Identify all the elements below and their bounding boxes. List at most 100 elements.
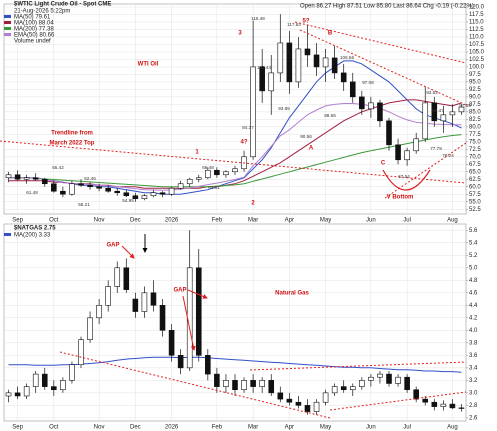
price-label: 61.48 [26, 190, 38, 195]
price-label: 84.37 [242, 125, 254, 130]
v-bottom-arc [382, 169, 431, 191]
y-tick-label: 2.8 [469, 403, 478, 409]
candle-body [123, 267, 130, 290]
candle-body [440, 114, 447, 122]
candle-body [132, 298, 139, 312]
candle-body [458, 106, 465, 113]
candle-body [232, 380, 238, 391]
candle-body [78, 339, 84, 366]
annotation: GAP [106, 243, 119, 249]
candle-body [331, 386, 338, 394]
y-tick-label: 100.0 [469, 64, 485, 70]
y-tick-label: 62.5 [469, 177, 481, 183]
y-tick-label: 3.2 [469, 378, 478, 384]
candle-body [313, 401, 320, 412]
y-tick-label: 4.0 [469, 328, 478, 334]
price-label: 106.56 [340, 55, 354, 60]
annotation: A [309, 146, 314, 152]
candle-body [431, 102, 438, 122]
price-label: 87.69 [459, 103, 471, 108]
candle-body [431, 401, 438, 407]
y-tick-label: 5.2 [469, 253, 478, 259]
legend-label: MA(50) 79.61 [14, 15, 51, 21]
y-tick-label: 95.0 [469, 79, 481, 85]
x-tick-label: Apr [285, 218, 294, 224]
x-tick-label: Sep [12, 218, 23, 224]
x-tick-label: Jul [403, 425, 411, 431]
annotation: Trendline from [51, 131, 93, 137]
header-date: 21-Aug-2026 5:22pm [14, 9, 70, 15]
annotation: 4? [240, 140, 247, 146]
labels: 52.5 55.057.5 60.062.5 65.067.5 70.072.5 75.0… [4, 2, 485, 431]
y-tick-label: 112.5 [469, 27, 484, 33]
candle-body [60, 380, 66, 391]
trendline [0, 140, 467, 184]
arrow [182, 295, 196, 351]
candle-body [123, 192, 130, 197]
x-tick-label: Mar [248, 425, 258, 431]
y-tick-label: 110.0 [469, 35, 484, 41]
y-tick-label: 117.5 [469, 12, 484, 18]
annotation: WTI Oil [138, 62, 159, 68]
x-tick-label: May [320, 425, 331, 431]
candle-body [186, 178, 193, 185]
plot-grid [3, 3, 468, 422]
y-tick-label: 5.6 [469, 228, 478, 234]
candle-body [277, 42, 284, 74]
candle-body [168, 330, 175, 356]
candle-body [286, 398, 293, 403]
plot-marks [5, 14, 465, 415]
candle-body [159, 305, 166, 331]
trendline [384, 142, 467, 199]
price-label: 97.08 [362, 80, 374, 85]
candle-body [69, 364, 75, 381]
candle-body [195, 267, 202, 356]
annotation: 1 [195, 150, 199, 156]
y-tick-label: 115.0 [469, 20, 484, 26]
y-tick-label: 87.5 [469, 102, 481, 108]
trendline [294, 21, 467, 64]
y-tick-label: 92.5 [469, 87, 481, 93]
legend-label: MA(100) 88.04 [14, 21, 54, 27]
y-tick-label: 77.5 [469, 132, 481, 138]
candle-body [150, 292, 157, 306]
candle-body [259, 66, 265, 92]
candle-body [23, 177, 30, 180]
x-tick-label: Oct [49, 218, 59, 224]
y-tick-label: 120.0 [469, 5, 485, 11]
y-tick-label: 4.6 [469, 290, 478, 296]
candle-body [349, 386, 356, 391]
annotation: Natural Gas [275, 291, 309, 297]
y-tick-label: 107.5 [469, 42, 485, 48]
arrow [187, 289, 208, 299]
y-tick-label: 90.0 [469, 94, 481, 100]
candle-body [96, 186, 102, 189]
y-tick-label: 3.0 [469, 390, 478, 396]
candle-body [232, 168, 238, 173]
legend-label: Volume undef [14, 39, 51, 45]
candle-body [413, 389, 419, 400]
price-label: 58.21 [78, 202, 90, 207]
y-tick-label: 105.0 [469, 50, 485, 56]
plot-area [3, 3, 467, 215]
y-tick-label: 55.0 [469, 199, 481, 205]
price-label: 102.44 [257, 65, 271, 70]
candle-body [268, 380, 275, 394]
x-tick-label: Aug [447, 218, 458, 224]
y-tick-label: 85.0 [469, 109, 481, 115]
price-label: 88.66 [324, 113, 336, 118]
candle-body [377, 373, 383, 378]
candle-body [87, 184, 93, 188]
y-tick-label: 57.5 [469, 192, 481, 198]
candle-body [304, 405, 311, 412]
candle-body [241, 380, 247, 391]
price-label: 93.53 [426, 90, 438, 95]
y-tick-label: 82.5 [469, 117, 481, 123]
arrow [121, 245, 135, 259]
candle-body [458, 407, 465, 409]
annotation: 5? [302, 19, 309, 25]
annotation: B [328, 31, 333, 37]
x-tick-label: 2026 [165, 425, 179, 431]
candle-body [141, 292, 148, 312]
